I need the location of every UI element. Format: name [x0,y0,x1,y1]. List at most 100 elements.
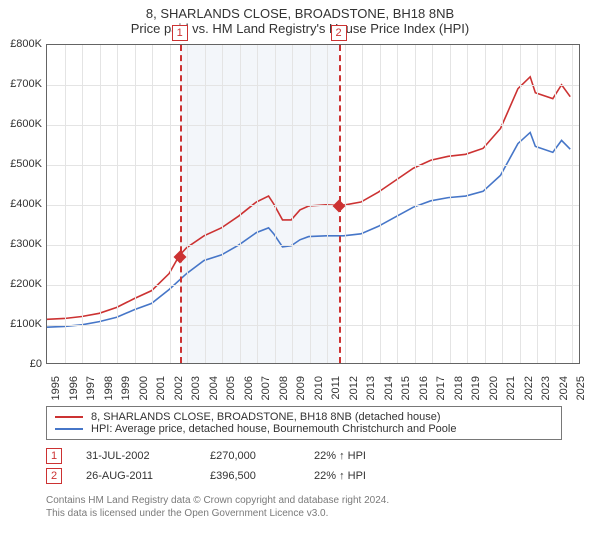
x-axis-label: 2015 [400,376,412,406]
gridline-h [47,165,579,166]
x-axis-label: 2017 [435,376,447,406]
x-axis-label: 2023 [540,376,552,406]
gridline-v [222,45,223,363]
gridline-v [275,45,276,363]
row-delta-2: 22% ↑ HPI [314,470,366,482]
x-axis-label: 1995 [50,376,62,406]
x-axis-label: 2008 [278,376,290,406]
legend-row-1: 8, SHARLANDS CLOSE, BROADSTONE, BH18 8NB… [55,411,553,423]
legend-row-2: HPI: Average price, detached house, Bour… [55,423,553,435]
x-axis-label: 1996 [68,376,80,406]
y-axis-label: £0 [2,358,42,370]
gridline-h [47,245,579,246]
x-axis-label: 2007 [260,376,272,406]
gridline-v [432,45,433,363]
gridline-v [537,45,538,363]
gridline-v [327,45,328,363]
x-axis-label: 2000 [138,376,150,406]
gridline-h [47,285,579,286]
chart-area: 12 £0£100K£200K£300K£400K£500K£600K£700K… [38,40,600,400]
y-axis-label: £400K [2,198,42,210]
y-axis-label: £500K [2,158,42,170]
gridline-h [47,125,579,126]
series-paid [47,77,570,319]
x-axis-label: 2011 [330,376,342,406]
gridline-h [47,325,579,326]
gridline-v [310,45,311,363]
x-axis-label: 2005 [225,376,237,406]
gridline-v [100,45,101,363]
x-axis-label: 2012 [348,376,360,406]
legend-label-1: 8, SHARLANDS CLOSE, BROADSTONE, BH18 8NB… [91,411,441,423]
gridline-v [502,45,503,363]
y-axis-label: £700K [2,78,42,90]
gridline-v [82,45,83,363]
gridline-v [345,45,346,363]
gridline-v [362,45,363,363]
x-axis-label: 1999 [120,376,132,406]
legend-label-2: HPI: Average price, detached house, Bour… [91,423,456,435]
row-badge-1: 1 [46,448,62,464]
gridline-v [257,45,258,363]
data-rows: 1 31-JUL-2002 £270,000 22% ↑ HPI 2 26-AU… [46,448,562,488]
gridline-v [450,45,451,363]
y-axis-label: £800K [2,38,42,50]
data-row-1: 1 31-JUL-2002 £270,000 22% ↑ HPI [46,448,562,464]
gridline-v [152,45,153,363]
footer: Contains HM Land Registry data © Crown c… [46,494,562,520]
chart-lines-svg [47,45,579,363]
x-axis-label: 2003 [190,376,202,406]
gridline-v [117,45,118,363]
x-axis-label: 2006 [243,376,255,406]
row-price-1: £270,000 [210,450,290,462]
gridline-v [135,45,136,363]
legend-box: 8, SHARLANDS CLOSE, BROADSTONE, BH18 8NB… [46,406,562,440]
gridline-v [170,45,171,363]
gridline-v [555,45,556,363]
row-date-1: 31-JUL-2002 [86,450,186,462]
gridline-v [65,45,66,363]
data-row-2: 2 26-AUG-2011 £396,500 22% ↑ HPI [46,468,562,484]
row-delta-1: 22% ↑ HPI [314,450,366,462]
y-axis-label: £300K [2,238,42,250]
x-axis-label: 2002 [173,376,185,406]
marker-badge-2: 2 [331,25,347,41]
x-axis-label: 1998 [103,376,115,406]
chart-subtitle: Price paid vs. HM Land Registry's House … [0,21,600,40]
marker-line-1 [180,45,182,363]
x-axis-label: 2013 [365,376,377,406]
x-axis-label: 2016 [418,376,430,406]
gridline-h [47,85,579,86]
gridline-v [240,45,241,363]
x-axis-label: 2020 [488,376,500,406]
legend: 8, SHARLANDS CLOSE, BROADSTONE, BH18 8NB… [46,406,562,440]
gridline-v [205,45,206,363]
gridline-h [47,205,579,206]
x-axis-label: 2021 [505,376,517,406]
container: 8, SHARLANDS CLOSE, BROADSTONE, BH18 8NB… [0,0,600,560]
gridline-v [520,45,521,363]
row-date-2: 26-AUG-2011 [86,470,186,482]
x-axis-label: 1997 [85,376,97,406]
series-hpi [47,132,570,327]
x-axis-label: 2025 [575,376,587,406]
legend-swatch-1 [55,416,83,418]
gridline-v [380,45,381,363]
row-badge-2: 2 [46,468,62,484]
x-axis-label: 2009 [295,376,307,406]
y-axis-label: £100K [2,318,42,330]
footer-line-1: Contains HM Land Registry data © Crown c… [46,494,562,507]
x-axis-label: 2014 [383,376,395,406]
y-axis-label: £600K [2,118,42,130]
gridline-v [397,45,398,363]
row-price-2: £396,500 [210,470,290,482]
chart-title: 8, SHARLANDS CLOSE, BROADSTONE, BH18 8NB [0,0,600,21]
y-axis-label: £200K [2,278,42,290]
gridline-v [467,45,468,363]
gridline-v [572,45,573,363]
gridline-v [485,45,486,363]
gridline-v [187,45,188,363]
chart-plot: 12 [46,44,580,364]
x-axis-label: 2010 [313,376,325,406]
marker-badge-1: 1 [172,25,188,41]
